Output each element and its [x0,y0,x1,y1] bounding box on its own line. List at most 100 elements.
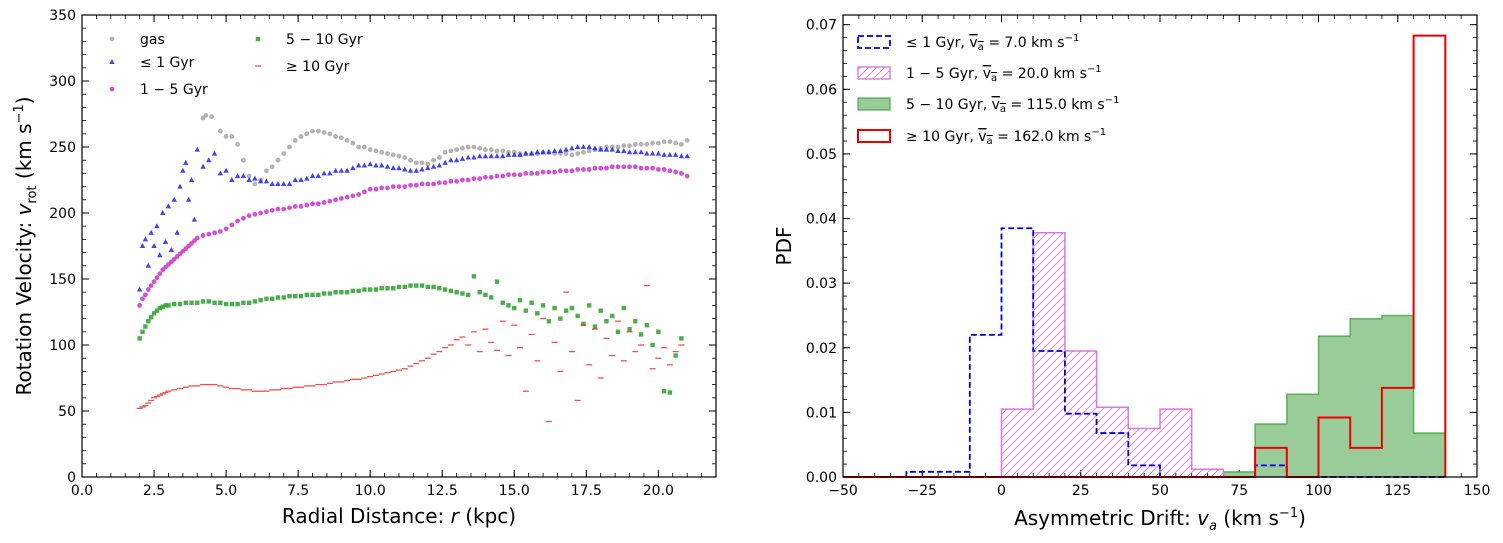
scatter-point [191,216,198,222]
left-xtick-label: 0.0 [71,483,93,499]
right-legend: ≤ 1 Gyr, va = 7.0 km s−1 1 − 5 Gyr, va = … [857,33,1119,147]
scatter-point [293,293,298,299]
scatter-point [627,326,632,332]
left-legend-label: 5 − 10 Gyr [286,32,363,48]
scatter-point [604,319,609,324]
scatter-point [315,173,322,179]
scatter-point [333,290,338,295]
scatter-point [587,303,592,308]
scatter-point [598,308,603,313]
scatter-point [569,145,575,151]
scatter-point [592,145,598,151]
right-xtick-label: 125 [1384,483,1411,499]
left-legend-item: 1 − 5 Gyr [109,82,208,98]
asymmetric-drift-panel: −50 −25 0 25 50 75 100 125 150 0.00 0.01 0.02 0.03 0.… [772,14,1490,534]
scatter-point [298,134,304,139]
scatter-point [465,144,471,150]
scatter-point [488,153,494,159]
scatter-point [644,141,650,147]
scatter-point [563,308,569,313]
scatter-point [655,167,661,172]
scatter-point [483,292,488,298]
scatter-point [679,141,684,147]
scatter-point [140,296,145,302]
scatter-point [442,159,448,165]
scatter-point [621,305,626,311]
scatter-point [390,152,396,158]
left-legend-label: ≥ 10 Gyr [286,59,350,75]
scatter-point [362,144,367,150]
left-legend-label: gas [140,32,165,48]
scatter-point [321,130,327,135]
scatter-point [407,167,414,173]
scatter-point [413,167,419,173]
scatter-point [638,141,644,147]
right-x-axis-label: Asymmetric Drift: va (km s−1) [1014,506,1306,534]
scatter-point [610,313,615,319]
scatter-point [592,324,598,329]
scatter-point [145,287,151,292]
left-y-axis-label: Rotation Velocity: vrot (km s−1) [12,96,40,395]
scatter-point [246,300,252,305]
scatter-point [627,164,632,170]
scatter-point [240,173,247,179]
left-ytick-label: 200 [49,206,76,222]
scatter-point [500,173,506,179]
scatter-point [223,167,229,173]
scatter-series-3 [137,274,684,395]
right-ytick-label: 0.05 [806,147,837,163]
scatter-point [136,286,143,292]
scatter-point [442,180,448,186]
scatter-point [333,197,338,203]
scatter-point [448,157,454,163]
scatter-point [673,353,678,358]
scatter-point [448,178,454,184]
scatter-point [592,165,598,171]
scatter-point [431,181,436,187]
scatter-point [563,151,569,157]
right-legend-item: 5 − 10 Gyr, va = 115.0 km s−1 [857,95,1119,115]
scatter-point [477,145,483,151]
scatter-point [252,175,258,181]
scatter-point [580,144,587,149]
scatter-point [206,157,212,163]
scatter-point [390,184,396,190]
scatter-point [655,140,661,146]
scatter-point [557,147,564,153]
scatter-point [460,291,465,296]
scatter-point [339,290,344,295]
scatter-point [350,288,356,294]
scatter-point [235,301,240,307]
scatter-point [471,144,477,150]
scatter-point [200,299,206,304]
scatter-point [471,176,477,182]
scatter-point [523,171,529,176]
scatter-point [454,178,460,184]
scatter-point [402,166,408,172]
scatter-point [465,154,471,160]
scatter-point [396,165,402,171]
scatter-point [321,170,327,176]
left-legend-label: 1 − 5 Gyr [140,82,208,98]
scatter-point [621,164,627,170]
scatter-point [287,144,292,150]
scatter-point [483,174,488,180]
left-xtick-label: 2.5 [143,483,165,499]
left-ytick-label: 150 [49,272,76,288]
scatter-point [361,162,368,168]
scatter-point [402,284,407,290]
scatter-point [673,140,679,146]
scatter-point [603,146,610,152]
scatter-point [287,293,292,299]
right-legend-swatch [857,66,891,80]
scatter-point [321,291,327,296]
scatter-point [488,147,494,153]
scatter-point [355,162,362,168]
scatter-point [402,155,408,160]
scatter-point [408,283,413,288]
scatter-point [367,287,373,292]
scatter-point [672,151,679,157]
scatter-point [327,291,333,296]
scatter-point [581,167,586,172]
scatter-point [281,295,286,300]
